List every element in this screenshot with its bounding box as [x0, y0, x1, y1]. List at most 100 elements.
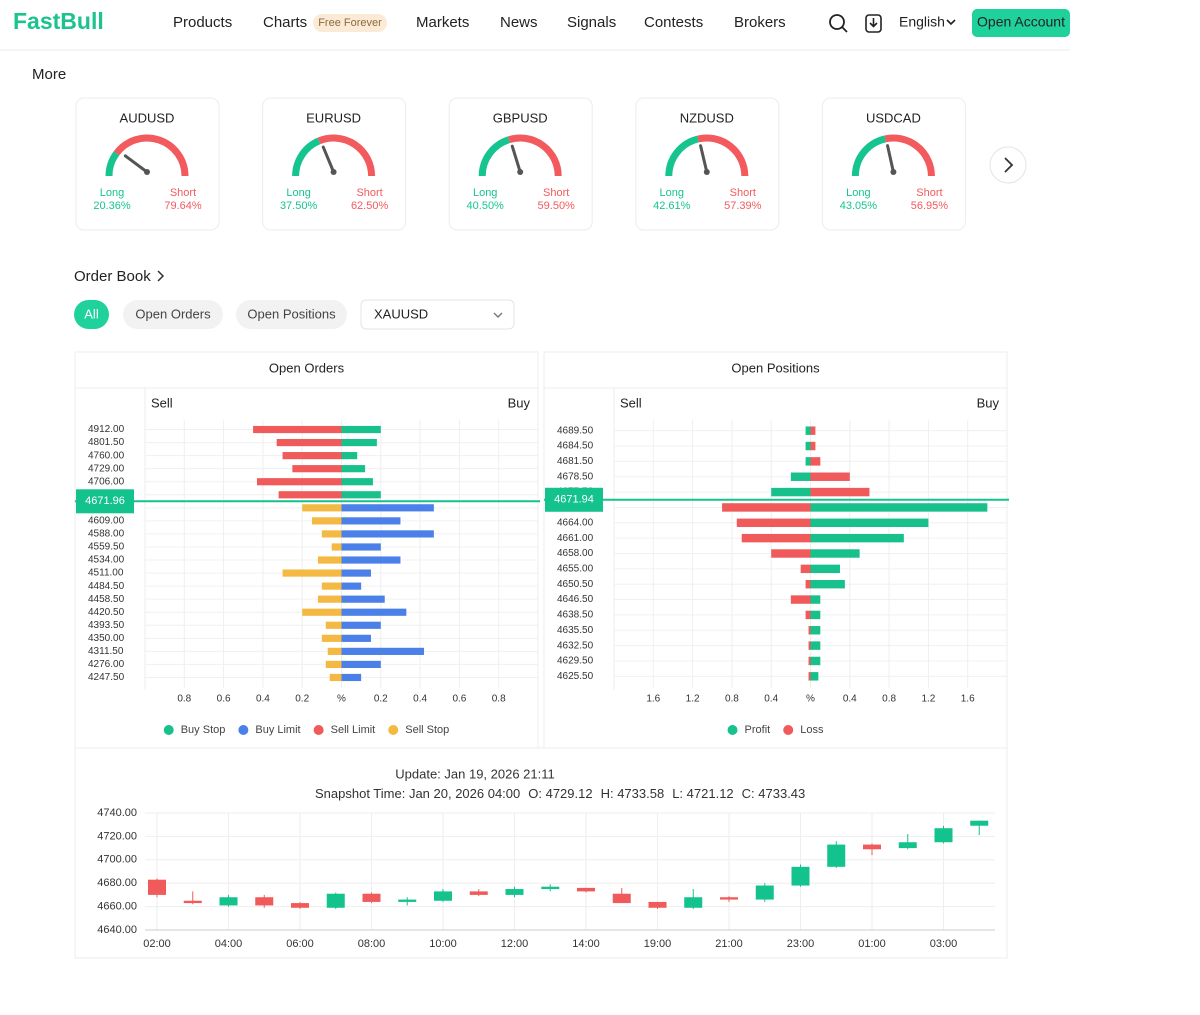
- candle-body: [684, 897, 703, 908]
- nav-item[interactable]: Markets: [416, 14, 469, 31]
- nav-item[interactable]: News: [500, 14, 538, 31]
- legend-label[interactable]: Sell Limit: [331, 724, 376, 736]
- gauge-symbol: AUDUSD: [120, 110, 175, 125]
- cta-button[interactable]: [972, 9, 1070, 37]
- tab[interactable]: [123, 300, 223, 329]
- y-tick-label: 4511.00: [88, 568, 124, 579]
- x-tick-label: 02:00: [143, 938, 171, 950]
- bar: [282, 452, 342, 460]
- legend-label[interactable]: Sell Stop: [405, 724, 449, 736]
- legend-swatch: [388, 725, 399, 735]
- bar: [341, 647, 425, 655]
- bar: [341, 673, 362, 682]
- logo[interactable]: FastBull: [13, 8, 104, 34]
- legend-label[interactable]: Loss: [800, 724, 824, 736]
- bar: [810, 457, 821, 466]
- search-icon[interactable]: [829, 14, 848, 33]
- y-tick-label: 4559.50: [88, 542, 125, 553]
- long-value: 43.05%: [840, 200, 878, 212]
- order-book-title[interactable]: Order Book: [74, 268, 151, 285]
- buy-header: Buy: [508, 395, 531, 410]
- bar: [736, 518, 811, 528]
- bar: [790, 595, 811, 604]
- legend-label[interactable]: Buy Limit: [255, 724, 300, 736]
- x-tick-label: 23:00: [787, 938, 815, 950]
- bar: [253, 425, 342, 434]
- tab-label[interactable]: Open Orders: [135, 306, 211, 321]
- bar: [317, 595, 342, 603]
- gauge-card: [448, 97, 593, 231]
- legend-swatch: [727, 725, 738, 735]
- long-value: 37.50%: [280, 200, 318, 212]
- bar: [325, 621, 342, 629]
- candle-body: [183, 900, 202, 904]
- snapshot-value: L: 4721.12: [672, 786, 733, 801]
- legend-label[interactable]: Buy Stop: [181, 724, 226, 736]
- y-tick-label: 4700.00: [97, 854, 137, 866]
- y-tick-label: 4760.00: [88, 450, 125, 461]
- update-time: Update: Jan 19, 2026 21:11: [395, 766, 555, 781]
- y-tick-label: 4632.50: [557, 640, 594, 651]
- candle-body: [219, 897, 238, 906]
- download-icon[interactable]: [865, 14, 882, 33]
- short-value: 59.50%: [538, 200, 576, 212]
- next-button[interactable]: [989, 146, 1027, 184]
- x-tick-label: 21:00: [715, 938, 743, 950]
- nav-item[interactable]: Brokers: [734, 14, 786, 31]
- gauge-needle: [321, 145, 336, 174]
- buy-header: Buy: [977, 395, 1000, 410]
- x-tick-label: 10:00: [429, 938, 457, 950]
- tab-label[interactable]: Open Positions: [247, 306, 336, 321]
- nav-item[interactable]: Charts: [263, 14, 307, 31]
- bar: [341, 608, 407, 616]
- gauge-needle: [886, 144, 895, 174]
- y-tick-label: 4912.00: [88, 424, 125, 435]
- bar: [341, 634, 371, 642]
- tab[interactable]: [74, 300, 109, 329]
- cta-label[interactable]: Open Account: [977, 14, 1065, 30]
- x-tick-label: 08:00: [358, 938, 386, 950]
- y-tick-label: 4640.00: [97, 924, 137, 936]
- bar: [341, 660, 381, 669]
- nav-item[interactable]: Contests: [644, 14, 703, 31]
- legend-swatch: [783, 725, 794, 735]
- tab[interactable]: [236, 300, 347, 329]
- gauge-pivot: [330, 169, 337, 175]
- bar: [327, 647, 342, 655]
- bar: [808, 641, 811, 650]
- gauge-pivot: [517, 169, 524, 175]
- x-tick-label: 04:00: [215, 938, 243, 950]
- panel-title: Open Positions: [731, 360, 820, 375]
- nav-item[interactable]: Products: [173, 14, 232, 31]
- y-tick-label: 4609.00: [88, 516, 125, 527]
- candle-body: [898, 842, 917, 849]
- candle-body: [827, 844, 846, 867]
- bar: [810, 595, 821, 604]
- symbol-select-value[interactable]: XAUUSD: [374, 306, 428, 321]
- tab-label[interactable]: All: [84, 306, 99, 321]
- long-label: Long: [473, 187, 497, 199]
- bar: [800, 564, 811, 574]
- candle-body: [863, 844, 881, 850]
- bar: [341, 438, 377, 447]
- y-tick-label: 4458.50: [88, 594, 125, 605]
- language[interactable]: English: [899, 14, 945, 30]
- y-tick-label: 4484.50: [88, 581, 125, 592]
- y-tick-label: 4664.00: [557, 517, 594, 528]
- y-tick-label: 4689.50: [557, 425, 594, 436]
- x-tick-label: 03:00: [930, 938, 958, 950]
- x-tick-label: 0.4: [843, 694, 857, 705]
- bar: [341, 530, 434, 538]
- short-label: Short: [730, 187, 756, 199]
- symbol-select[interactable]: [360, 299, 515, 330]
- y-tick-label: 4638.50: [557, 610, 594, 621]
- candle-body: [720, 897, 738, 900]
- gauge-symbol: NZDUSD: [680, 110, 734, 125]
- candle-body: [970, 820, 989, 826]
- y-tick-label: 4650.50: [557, 579, 594, 590]
- legend-label[interactable]: Profit: [745, 724, 771, 736]
- nav-item[interactable]: Signals: [567, 14, 616, 31]
- bar: [790, 472, 811, 481]
- y-tick-label: 4720.00: [97, 830, 137, 842]
